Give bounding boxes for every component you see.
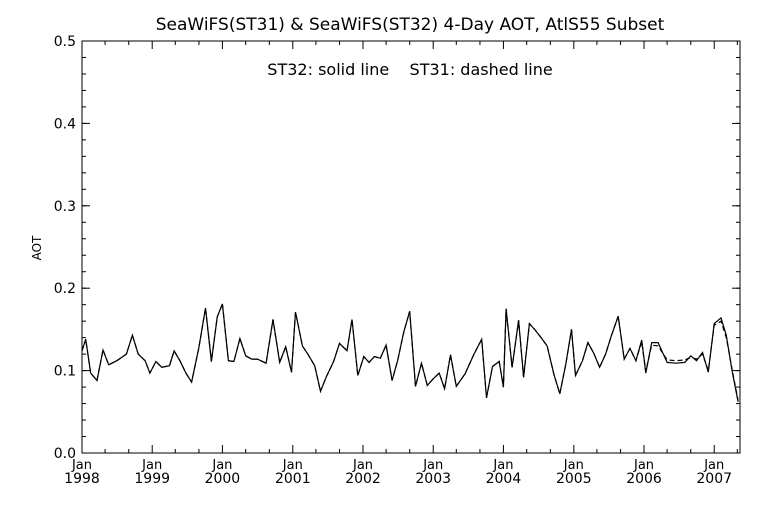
x-tick-year-label: 2001	[275, 471, 311, 487]
x-tick-month-label: Jan	[563, 458, 584, 473]
x-tick-month-label: Jan	[141, 458, 162, 473]
series-line-st32	[81, 303, 739, 403]
x-tick-year-label: 2004	[486, 471, 522, 487]
x-tick-month-label: Jan	[492, 458, 513, 473]
y-axis-label: AOT	[30, 235, 44, 260]
x-tick-year-label: 1999	[134, 471, 170, 487]
x-tick-month-label: Jan	[282, 458, 303, 473]
x-tick-year-label: 2003	[415, 471, 451, 487]
x-tick-year-label: 2006	[626, 471, 662, 487]
y-tick-label: 0.3	[54, 199, 76, 215]
x-tick-month-label: Jan	[703, 458, 724, 473]
x-tick-month-label: Jan	[633, 458, 654, 473]
x-tick-month-label: Jan	[422, 458, 443, 473]
x-tick-month-label: Jan	[352, 458, 373, 473]
line-style-annotation: ST32: solid line ST31: dashed line	[267, 60, 552, 79]
x-tick-year-label: 2000	[205, 471, 241, 487]
y-tick-label: 0.5	[54, 34, 76, 50]
plot-frame	[81, 40, 741, 454]
x-tick-month-label: Jan	[71, 458, 92, 473]
y-tick-label: 0.0	[54, 446, 76, 462]
y-tick-label: 0.4	[54, 116, 76, 132]
x-tick-year-label: 2007	[696, 471, 732, 487]
y-tick-label: 0.1	[54, 364, 76, 380]
x-tick-year-label: 2002	[345, 471, 381, 487]
x-tick-year-label: 1998	[64, 471, 100, 487]
x-tick-month-label: Jan	[211, 458, 232, 473]
plot-area: 0.00.10.20.30.40.5Jan1998Jan1999Jan2000J…	[54, 34, 740, 487]
chart-title: SeaWiFS(ST31) & SeaWiFS(ST32) 4-Day AOT,…	[156, 15, 665, 35]
x-tick-year-label: 2005	[556, 471, 592, 487]
y-tick-label: 0.2	[54, 281, 76, 297]
